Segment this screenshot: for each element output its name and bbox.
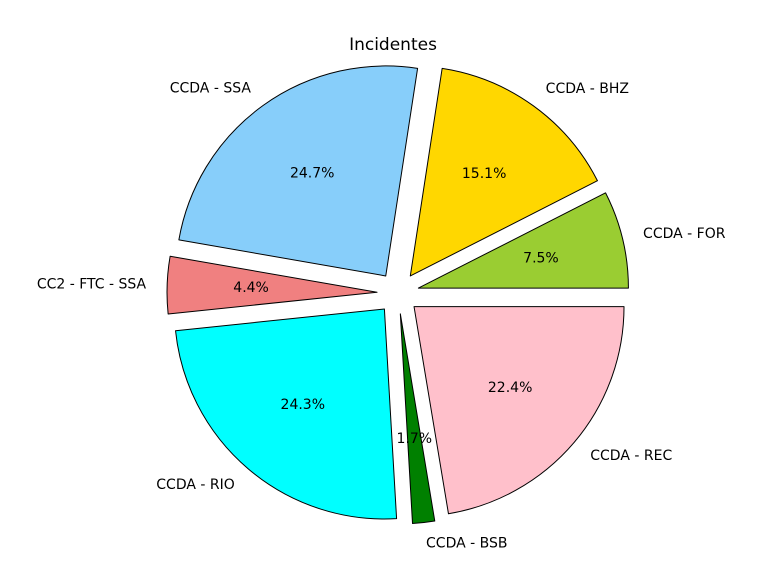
pie-slice-ccda-rec <box>413 306 625 515</box>
pie-category-label-cc2-ftc-ssa: CC2 - FTC - SSA <box>37 276 147 292</box>
pie-slice-ccda-for <box>417 192 629 289</box>
pie-slice-ccda-ssa <box>178 65 419 277</box>
pie-category-label-ccda-bsb: CCDA - BSB <box>426 535 507 551</box>
pie-slice-ccda-bhz <box>409 67 598 277</box>
pie-category-label-ccda-bhz: CCDA - BHZ <box>546 81 629 97</box>
pie-category-label-ccda-rec: CCDA - REC <box>590 448 672 464</box>
pie-slice-ccda-rio <box>175 308 398 520</box>
pie-percent-label-ccda-ssa: 24.7% <box>290 166 334 182</box>
pie-percent-label-cc2-ftc-ssa: 4.4% <box>233 280 269 296</box>
pie-category-label-ccda-ssa: CCDA - SSA <box>170 80 252 96</box>
pie-slices <box>166 65 629 525</box>
pie-slice-cc2-ftc-ssa <box>166 255 378 315</box>
pie-slice-ccda-bsb <box>399 313 436 525</box>
pie-percent-label-ccda-rio: 24.3% <box>281 397 325 413</box>
pie-category-label-ccda-for: CCDA - FOR <box>643 226 726 242</box>
pie-percent-labels: 7.5% 15.1% 24.7% 4.4% 24.3% 1.7% 22.4% <box>233 166 558 447</box>
pie-percent-label-ccda-for: 7.5% <box>523 251 559 267</box>
pie-category-label-ccda-rio: CCDA - RIO <box>156 477 235 493</box>
pie-percent-label-ccda-bsb: 1.7% <box>397 431 433 447</box>
pie-percent-label-ccda-bhz: 15.1% <box>462 166 506 182</box>
pie-category-labels: CCDA - FOR CCDA - BHZ CCDA - SSA CC2 - FTC … <box>37 80 726 551</box>
pie-percent-label-ccda-rec: 22.4% <box>488 380 532 396</box>
chart-title: Incidentes <box>349 35 437 55</box>
